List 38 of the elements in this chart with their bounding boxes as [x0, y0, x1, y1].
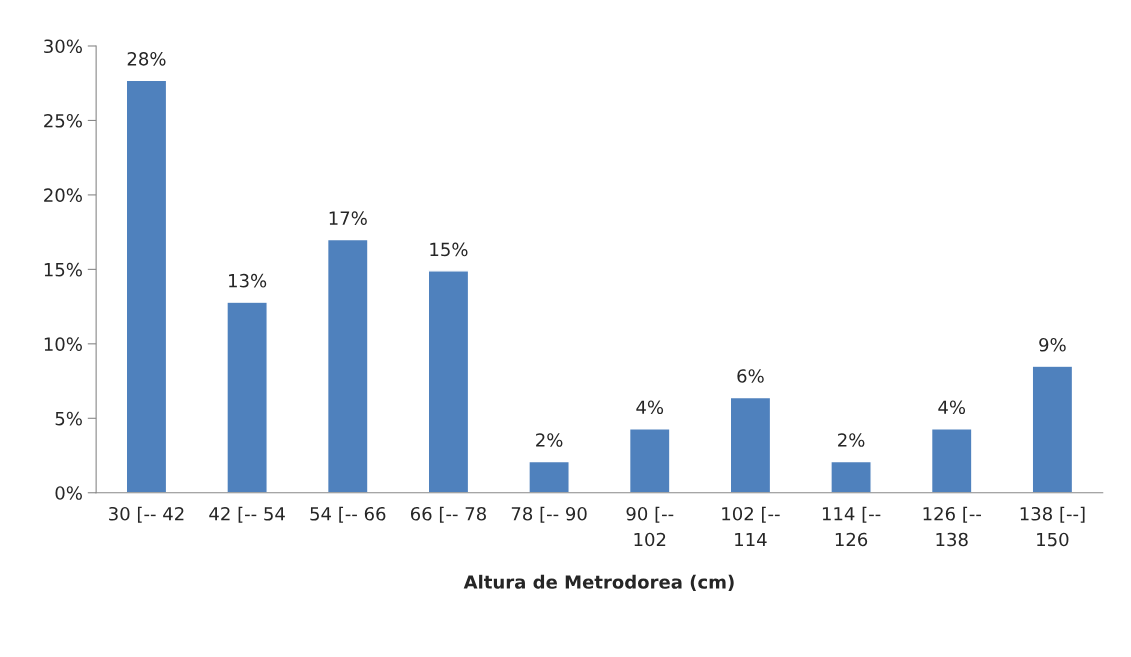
y-tick-label: 15%	[44, 262, 82, 277]
bar	[729, 396, 772, 493]
bar	[427, 270, 470, 493]
data-label: 2%	[536, 433, 563, 447]
bar	[628, 428, 671, 493]
y-tick-label: 25%	[44, 113, 82, 128]
x-tick-label: 138 [--] 150	[1020, 506, 1085, 547]
x-tick-label: 90 [-- 102	[626, 506, 674, 547]
x-tick-label: 78 [-- 90	[511, 506, 587, 523]
bar	[1031, 365, 1074, 493]
bar	[226, 301, 268, 493]
data-label: 9%	[1039, 337, 1066, 352]
data-label: 4%	[636, 400, 664, 415]
x-tick-label: 30 [-- 42	[109, 506, 184, 523]
y-tick-label: 30%	[44, 39, 82, 54]
bar	[930, 428, 973, 493]
data-label: 13%	[229, 273, 267, 288]
x-tick-label: 54 [-- 66	[310, 506, 386, 523]
data-label: 28%	[127, 51, 166, 66]
bar	[830, 460, 872, 493]
y-tick-label: 0%	[55, 486, 82, 500]
x-tick-label: 102 [-- 114	[722, 506, 780, 547]
x-tick-label: 126 [-- 138	[923, 506, 981, 547]
x-axis-title: Altura de Metrodorea (cm)	[463, 574, 734, 591]
data-label: 4%	[938, 400, 966, 415]
x-tick-label: 114 [-- 126	[822, 506, 881, 547]
bar	[125, 79, 168, 493]
data-label: 17%	[329, 211, 367, 225]
data-label: 6%	[737, 369, 764, 383]
y-tick-label: 10%	[44, 337, 82, 351]
y-tick-label: 20%	[44, 188, 82, 203]
data-label: 2%	[838, 433, 865, 447]
x-tick-label: 42 [-- 54	[209, 506, 285, 523]
y-tick-label: 5%	[55, 411, 82, 426]
bar	[326, 238, 369, 493]
x-tick-label: 66 [-- 78	[410, 506, 486, 523]
data-label: 15%	[430, 242, 468, 257]
bar	[528, 460, 570, 493]
